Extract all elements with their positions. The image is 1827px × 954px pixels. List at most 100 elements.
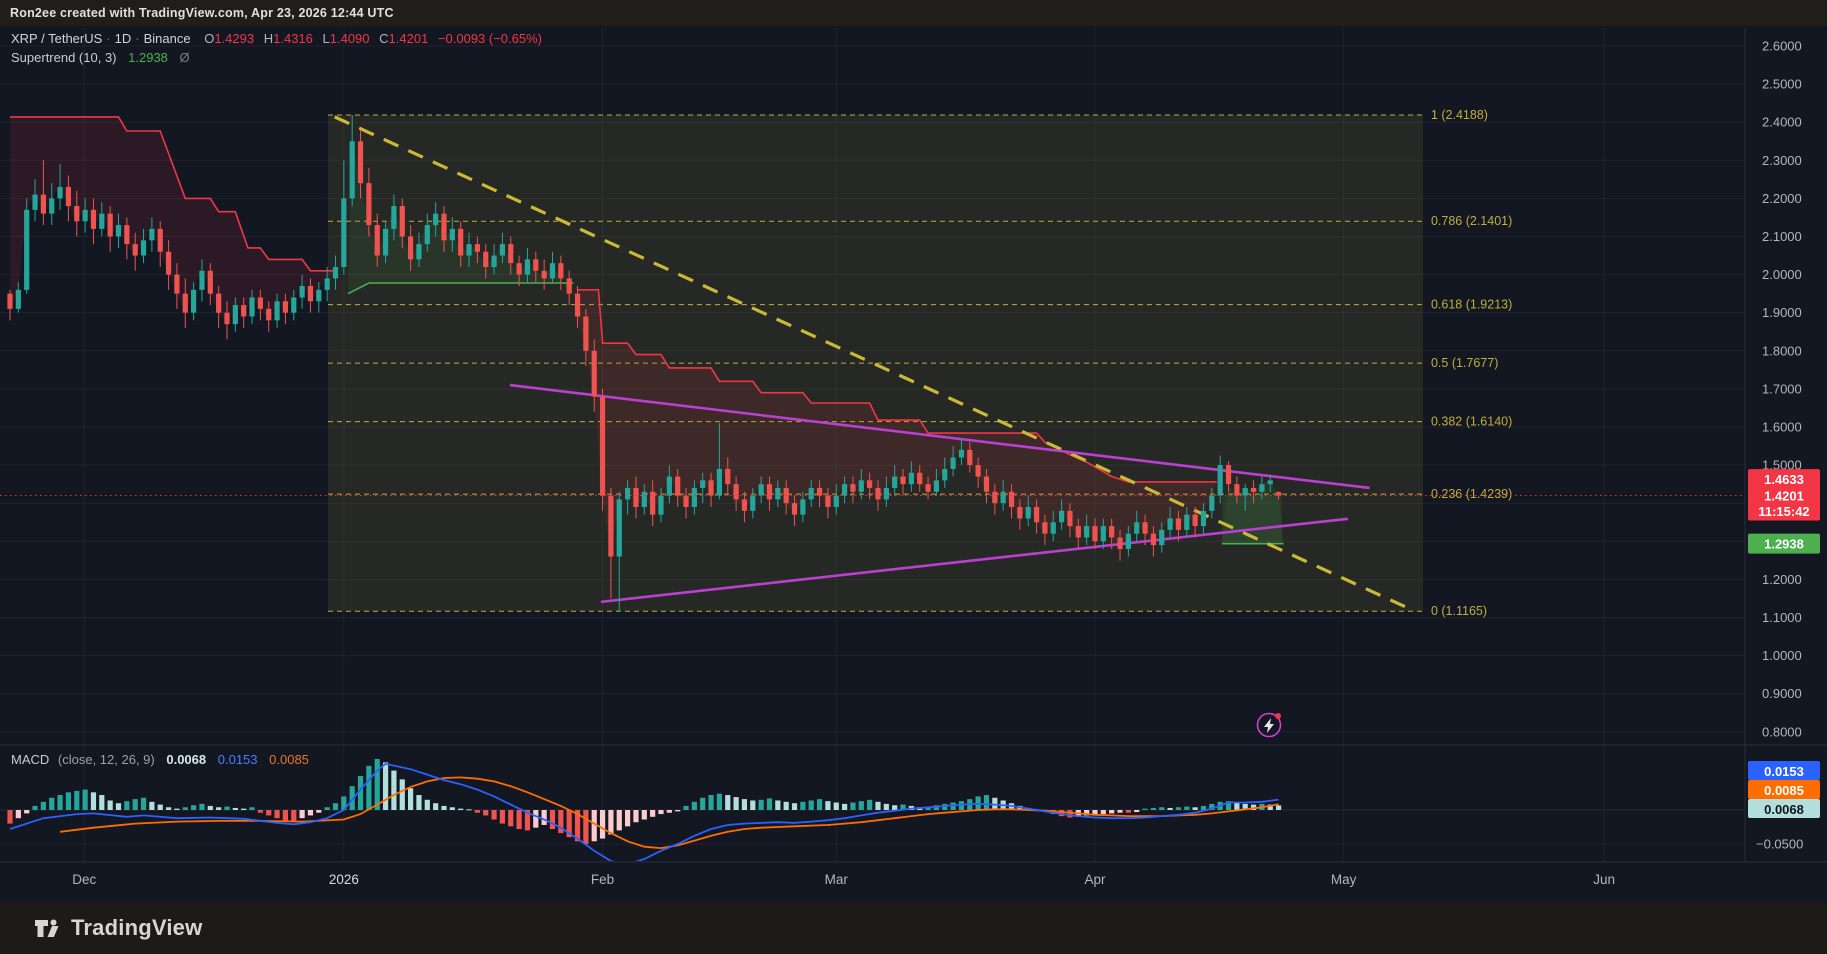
- macd-histogram-bar: [299, 810, 305, 819]
- hidden-indicator-icon[interactable]: Ø: [179, 50, 190, 65]
- candlestick-series[interactable]: [7, 115, 1282, 612]
- symbol-name[interactable]: XRP / TetherUS: [11, 31, 103, 46]
- macd-histogram-bar: [1084, 810, 1090, 816]
- macd-histogram-bar: [199, 803, 205, 810]
- fib-level-label: 0.786 (2.1401): [1431, 214, 1512, 228]
- price-axis-label: 1.7000: [1762, 381, 1802, 396]
- macd-legend[interactable]: MACD (close, 12, 26, 9) 0.0068 0.0153 0.…: [11, 752, 309, 767]
- candle-body: [641, 491, 647, 508]
- price-axis-label: 2.6000: [1762, 39, 1802, 54]
- macd-name[interactable]: MACD: [11, 752, 50, 767]
- purple-lower-trendline: [600, 517, 1349, 604]
- candle-body: [124, 225, 130, 245]
- macd-histogram-bar: [616, 810, 622, 831]
- supertrend-band-fill: [10, 116, 336, 325]
- candle-body: [883, 487, 889, 500]
- macd-histogram-bar: [800, 801, 806, 810]
- candle-body: [741, 499, 748, 511]
- macd-histogram-bar: [516, 810, 522, 830]
- grid-lines: [0, 28, 1745, 862]
- macd-value-badge: [1748, 761, 1820, 780]
- supertrend-legend[interactable]: Supertrend (10, 3) 1.2938 Ø: [11, 50, 190, 65]
- candle-body: [574, 293, 581, 317]
- candle-body: [232, 305, 238, 325]
- candle-body: [516, 263, 522, 275]
- macd-histogram-bar: [766, 798, 773, 810]
- candle-body: [324, 278, 330, 290]
- macd-histogram-bar: [683, 805, 689, 810]
- candle-body: [165, 251, 172, 275]
- macd-histogram-bar: [366, 765, 372, 810]
- fib-retracement[interactable]: 1 (2.4188) 0.786 (2.1401) 0.618 (1.9213) 0.…: [327, 108, 1512, 618]
- symbol-legend[interactable]: XRP / TetherUS · 1D · Binance O1.4293 H1.431…: [11, 31, 542, 46]
- candle-body: [917, 472, 923, 485]
- macd-histogram-bar: [74, 790, 80, 810]
- macd-histogram-bar: [850, 802, 856, 810]
- candle-body: [650, 491, 656, 515]
- price-axis[interactable]: 2.6000 2.5000 2.4000 2.3000 2.2000 2.1000 2.00…: [1748, 39, 1820, 852]
- candle-body: [967, 449, 973, 466]
- candle-body: [257, 297, 263, 309]
- macd-histogram-bar: [416, 795, 422, 810]
- candle-body: [266, 308, 272, 321]
- interval-label[interactable]: 1D: [114, 31, 132, 46]
- macd-histogram-bar: [583, 810, 589, 844]
- macd-histogram-bar: [483, 810, 489, 816]
- macd-histogram-bar: [716, 793, 723, 810]
- supertrend-name[interactable]: Supertrend (10, 3): [11, 50, 117, 65]
- macd-histogram-bar: [182, 807, 188, 810]
- candle-body: [499, 244, 506, 256]
- candle-body: [892, 476, 898, 488]
- macd-histogram-bar: [491, 810, 497, 820]
- candle-body: [549, 263, 556, 279]
- chart-canvas[interactable]: 1 (2.4188) 0.786 (2.1401) 0.618 (1.9213) 0.…: [0, 26, 1827, 902]
- price-axis-label: 0.9000: [1762, 686, 1802, 701]
- macd-histogram-bar: [1184, 806, 1190, 810]
- macd-histogram-bar: [791, 803, 798, 810]
- macd-axis-label: −0.0500: [1756, 837, 1803, 852]
- tradingview-logo[interactable]: TradingView: [33, 914, 202, 942]
- candle-body: [1008, 491, 1015, 508]
- tradingview-logo-text: TradingView: [71, 915, 203, 940]
- price-axis-label: 1.2000: [1762, 572, 1802, 587]
- candle-body: [1042, 522, 1048, 534]
- candle-body: [291, 297, 297, 313]
- candle-body: [675, 476, 681, 496]
- macd-histogram-bar: [833, 802, 839, 810]
- candle-body: [1050, 522, 1056, 534]
- candle-body: [466, 244, 472, 256]
- macd-histogram-bar: [867, 799, 873, 810]
- attribution-bar: Ron2ee created with TradingView.com, Apr…: [0, 0, 1827, 26]
- candle-body: [424, 225, 430, 245]
- high-value: 1.4316: [273, 31, 313, 46]
- candle-body: [241, 305, 247, 317]
- candle-body: [174, 274, 180, 294]
- macd-histogram-bar: [733, 797, 739, 810]
- macd-histogram-bar: [825, 801, 831, 810]
- candle-body: [374, 225, 380, 256]
- macd-histogram-bar: [1150, 807, 1157, 810]
- macd-histogram-bar: [775, 800, 781, 810]
- candle-body: [391, 206, 397, 229]
- candle-body: [191, 289, 197, 313]
- candle-body: [900, 476, 906, 485]
- price-chart-svg[interactable]: 1 (2.4188) 0.786 (2.1401) 0.618 (1.9213) 0.…: [0, 26, 1827, 902]
- candle-body: [1167, 518, 1173, 530]
- yellow-dashed-trendline: [333, 115, 1412, 611]
- price-axis-label: 1.0000: [1762, 648, 1802, 663]
- macd-histogram-bar: [641, 810, 647, 820]
- macd-pane[interactable]: [7, 759, 1282, 864]
- time-axis[interactable]: Dec 2026 Feb Mar Apr May Jun: [72, 872, 1615, 887]
- candle-body: [599, 396, 606, 496]
- macd-histogram-bar: [1092, 810, 1098, 815]
- macd-histogram-bar: [1125, 810, 1131, 813]
- macd-histogram-bar: [1225, 801, 1232, 810]
- fib-level-label: 1 (2.4188): [1431, 108, 1488, 122]
- candle-body: [1242, 487, 1248, 496]
- candle-body: [74, 206, 80, 222]
- macd-histogram-bar: [107, 800, 113, 810]
- candle-body: [791, 503, 798, 515]
- candle-body: [316, 289, 322, 302]
- fib-level-label: 0.5 (1.7677): [1431, 356, 1498, 370]
